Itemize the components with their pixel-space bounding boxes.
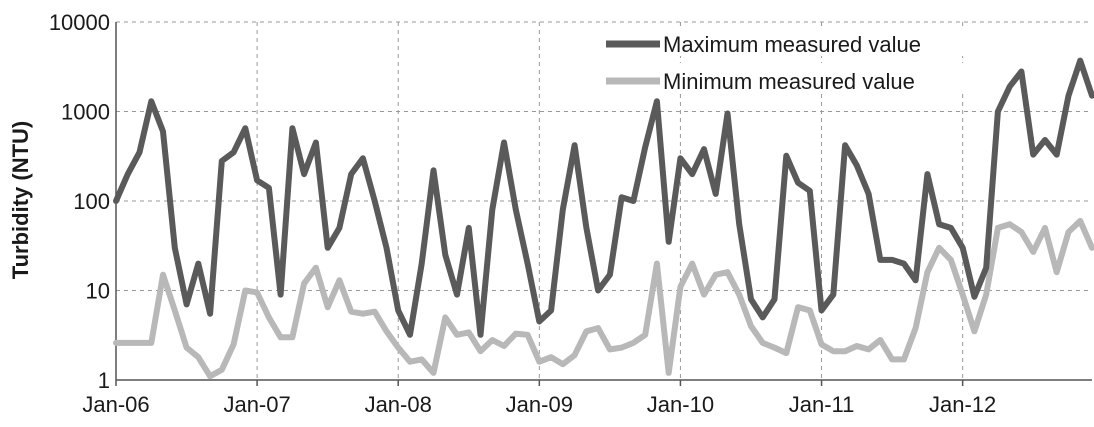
axis-layer: 1 10 100 1000 10000 Jan-06 Jan-07 Jan-08 Jan-09 J… xyxy=(49,10,1092,417)
legend-label: Minimum measured value xyxy=(663,69,915,94)
x-tick-label: Jan-08 xyxy=(365,392,432,417)
x-tick-label: Jan-06 xyxy=(82,392,149,417)
y-tick-label: 1 xyxy=(98,368,110,393)
x-tick-label: Jan-11 xyxy=(789,392,855,417)
x-tick-label: Jan-07 xyxy=(223,392,290,417)
legend: Maximum measured value Minimum measured v… xyxy=(600,26,970,94)
y-axis-title: Turbidity (NTU) xyxy=(8,121,33,279)
x-tick-label: Jan-12 xyxy=(929,392,996,417)
y-tick-label: 1000 xyxy=(61,100,110,125)
y-tick-label: 100 xyxy=(73,189,110,214)
series-line-maximum xyxy=(113,57,1094,338)
series-line-minimum xyxy=(113,217,1094,380)
y-tick-label: 10 xyxy=(86,279,110,304)
x-tick-label: Jan-09 xyxy=(506,392,573,417)
legend-background xyxy=(600,26,970,56)
legend-label: Maximum measured value xyxy=(663,32,921,57)
y-tick-label: 10000 xyxy=(49,10,110,35)
legend-background xyxy=(600,63,970,93)
x-tick-label: Jan-10 xyxy=(647,392,714,417)
series-layer xyxy=(113,57,1094,380)
